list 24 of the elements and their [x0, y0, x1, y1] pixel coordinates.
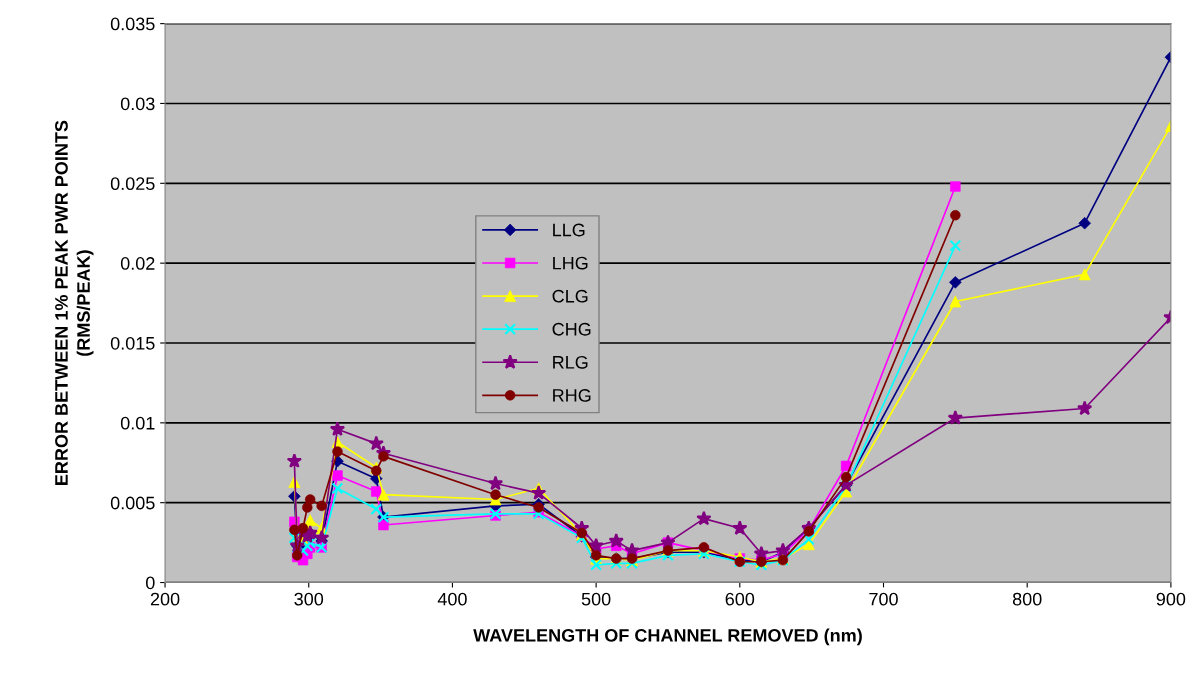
y-tick-label: 0.025: [110, 177, 155, 191]
legend-label: LLG: [553, 223, 585, 237]
y-axis-title: ERROR BETWEEN 1% PEAK PWR POINTS (RMS/PEAK): [55, 120, 94, 485]
legend-label: LHG: [553, 256, 588, 270]
x-tick-label: 600: [725, 592, 755, 606]
x-tick-label: 900: [1156, 592, 1186, 606]
x-tick-label: 800: [1012, 592, 1042, 606]
x-tick-label: 300: [294, 592, 324, 606]
y-tick-label: 0.01: [120, 416, 155, 430]
x-tick-label: 200: [150, 592, 180, 606]
y-tick-label: 0.005: [110, 496, 155, 510]
legend-label: RHG: [553, 389, 591, 402]
y-tick-label: 0.035: [110, 17, 155, 31]
legend-label: CLG: [552, 289, 588, 303]
legend-label: CHG: [552, 322, 591, 336]
x-tick-label: 400: [437, 592, 467, 606]
legend-label: RLG: [553, 355, 588, 369]
x-tick-label: 500: [581, 592, 611, 606]
x-tick-label: 700: [869, 592, 898, 606]
y-tick-label: 0.015: [110, 336, 155, 350]
y-tick-label: 0.02: [120, 257, 155, 270]
x-axis-title: WAVELENGTH OF CHANNEL REMOVED (nm): [473, 628, 862, 646]
y-tick-label: 0: [145, 576, 155, 590]
y-tick-label: 0.03: [120, 97, 155, 111]
